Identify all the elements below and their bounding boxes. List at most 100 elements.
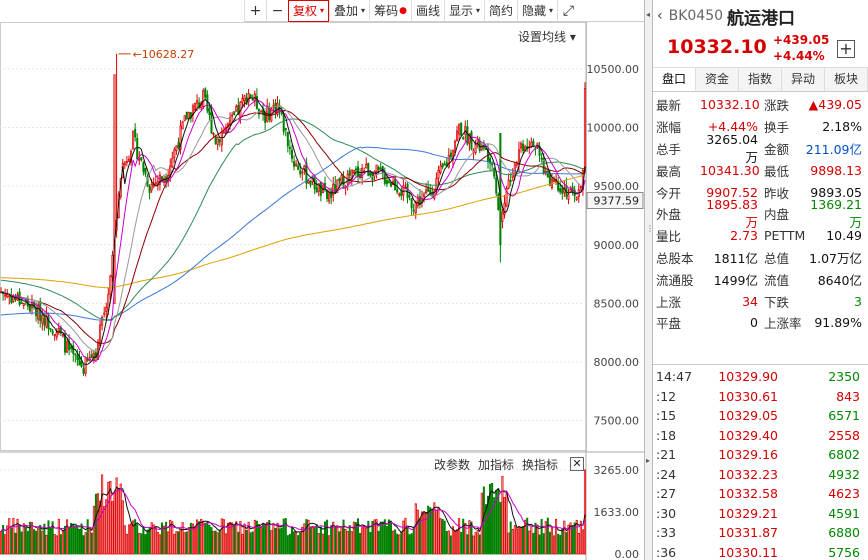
candle-body [369,172,372,176]
candle-body [544,170,547,173]
add-indicator-button[interactable]: 加指标 [478,458,515,472]
minus-icon[interactable]: − [266,0,288,22]
volume-bar [41,530,44,555]
sector-name: 航运港口 [727,8,796,29]
add-watchlist-icon[interactable]: + [837,40,855,58]
volume-bar [484,504,487,555]
candle-body [552,179,556,182]
candle-body [396,189,399,193]
volume-bar [61,530,64,555]
close-icon[interactable]: ✕ [570,457,584,471]
panel-divider[interactable]: ◂ ⋮ ▸ [644,0,654,560]
volume-bar [323,521,327,555]
volume-bar [503,497,506,555]
volume-bar [509,521,512,555]
tab-3[interactable]: 异动 [782,68,825,91]
candle-body [456,130,459,142]
volume-bar [435,509,438,555]
volume-bar [542,533,545,555]
toolbar-button-6[interactable]: 显示 ▾ [443,0,484,22]
volume-bar [229,522,232,555]
volume-bar [14,532,17,555]
drag-handle-icon[interactable]: ⋮ [646,224,654,233]
volume-bar [290,526,293,555]
tick-list[interactable]: 14:47 10329.90 2350:12 10330.61 843:15 10329.… [653,364,868,560]
tab-4[interactable]: 板块 [825,68,868,91]
volume-bar [179,528,182,555]
volume-bar [470,521,473,555]
toolbar-button-4[interactable]: 筹码 ● [369,0,411,22]
volume-bar [433,502,436,555]
toolbar-button-7[interactable]: 简约 [483,0,517,22]
volume-bar [402,520,405,555]
plus-icon[interactable]: + [244,0,266,22]
volume-bar [183,532,186,555]
tab-0[interactable]: 盘口 [653,68,696,91]
volume-bar [4,534,7,555]
kline-chart[interactable]: 10500.00 10000.00 9500.00 9000.00 8500.00 800… [0,22,644,560]
ma-settings-button[interactable]: 设置均线 ▾ [518,30,576,44]
volume-bar [280,527,283,555]
tab-1[interactable]: 资金 [696,68,739,91]
volume-bar [522,526,525,555]
volume-bar [152,524,155,555]
candle-body [37,304,40,320]
tick-time: :18 [656,427,677,443]
volume-bar [249,532,252,555]
candle-body [28,304,31,312]
volume-bar [573,522,576,555]
volume-bar [489,483,492,555]
candle-body [509,180,512,182]
candle-body [365,163,368,169]
fullscreen-icon[interactable]: ⤢ [557,0,579,22]
volume-bar [342,519,345,555]
volume-bar [371,521,374,555]
expand-arrow-icon[interactable]: ▸ [646,456,651,465]
candle-body [136,137,139,160]
volume-bar [404,517,407,555]
volume-bar [86,519,89,555]
candle-body [6,294,9,298]
tick-volume: 6880 [828,525,860,541]
stat-value: 10.49 [826,228,862,244]
stats-grid: 最新 10332.10 涨跌 ▲439.05 涨幅 +4.44% 换手 2.18% 总手 3265… [653,92,868,334]
volume-bar [268,520,271,555]
toolbar-button-5[interactable]: 画线 [410,0,444,22]
volume-bar [169,519,172,555]
candle-body [4,294,7,297]
collapse-arrow-icon[interactable]: ◂ [646,10,651,19]
candle-body [408,195,411,198]
toolbar-button-label: 隐藏 [522,4,547,18]
tab-2[interactable]: 指数 [739,68,782,91]
volume-tick-label: 1633.00 [594,506,640,519]
stat-label: 金额 [764,141,790,157]
candle-body [173,149,176,159]
volume-bar [550,527,553,555]
candle-body [557,182,560,191]
volume-bar [156,531,159,555]
switch-indicator-button[interactable]: 换指标 [522,458,559,472]
change-params-button[interactable]: 改参数 [434,458,471,472]
volume-tick-label: 3265.00 [594,464,640,477]
volume-bar [196,519,199,555]
volume-bar [579,520,582,555]
candle-body [332,183,335,196]
chart-area[interactable]: 10500.00 10000.00 9500.00 9000.00 8500.00 800… [0,22,644,560]
volume-bar [6,525,9,555]
candle-body [301,171,304,174]
candle-body [489,157,492,164]
candle-body [222,131,225,134]
toolbar-button-3[interactable]: 叠加 ▾ [329,0,369,22]
volume-bar [293,531,296,555]
toolbar-button-2[interactable]: 复权 ▾ [288,0,330,22]
candle-body [84,357,87,374]
volume-bar [218,529,221,555]
volume-bar [530,525,533,555]
stat-label: 上涨率 [764,316,802,332]
back-icon[interactable]: ‹ [657,8,663,24]
candle-body [282,113,285,132]
volume-bar [462,518,465,555]
volume-bar [581,529,584,555]
volume-bar [511,529,514,555]
toolbar-button-8[interactable]: 隐藏 ▾ [517,0,557,22]
